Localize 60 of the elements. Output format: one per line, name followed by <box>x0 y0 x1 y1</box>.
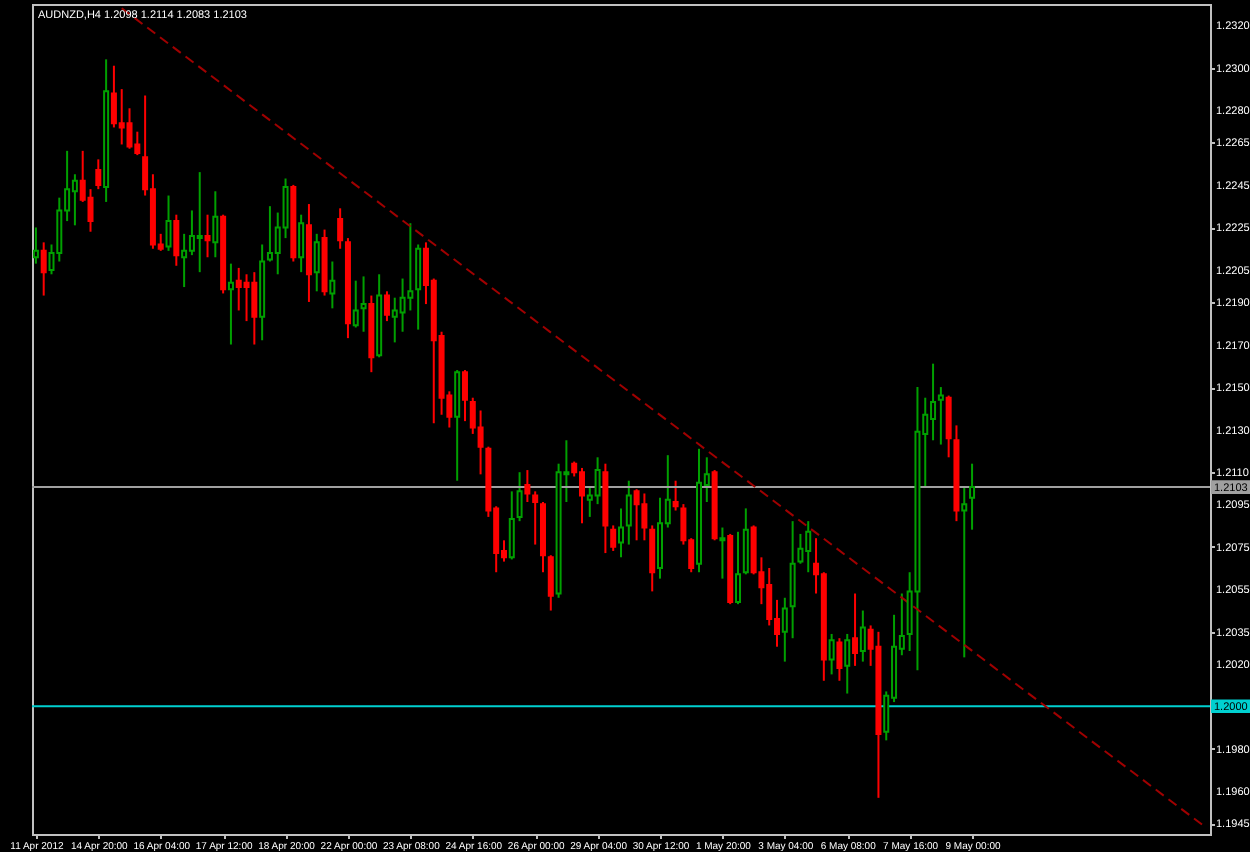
candlestick <box>126 107 133 150</box>
candlestick <box>212 190 219 259</box>
candlestick <box>95 158 102 191</box>
candlestick <box>235 266 242 312</box>
candlestick <box>415 243 422 331</box>
candlestick <box>360 275 367 333</box>
candlestick <box>508 490 515 561</box>
candlestick <box>40 241 47 297</box>
candlestick <box>181 232 188 289</box>
candlestick <box>961 486 968 659</box>
candlestick <box>828 632 835 676</box>
candlestick <box>352 279 359 329</box>
candlestick <box>391 296 398 344</box>
candlestick <box>71 173 78 227</box>
candlestick <box>969 462 976 531</box>
candlestick <box>516 471 523 523</box>
candlestick <box>735 530 742 606</box>
candlestick <box>937 386 944 446</box>
candlestick <box>383 290 390 323</box>
candlestick <box>204 213 211 259</box>
candlestick <box>649 524 656 593</box>
candlestick <box>633 488 640 542</box>
candlestick <box>789 520 796 640</box>
candlestick <box>266 205 273 263</box>
candlestick <box>196 171 203 274</box>
candlestick <box>454 369 461 482</box>
candlestick <box>110 64 117 129</box>
candlestick <box>859 609 866 663</box>
candlestick <box>243 273 250 323</box>
candlestick <box>594 456 601 506</box>
candlestick <box>657 496 664 580</box>
candlestick <box>337 207 344 250</box>
candlestick <box>173 213 180 267</box>
candlestick <box>766 566 773 627</box>
candlestick <box>836 637 843 682</box>
candlestick <box>165 194 172 252</box>
candlestick <box>524 469 531 503</box>
candlestick <box>251 271 258 346</box>
candlestick <box>641 492 648 542</box>
candlestick <box>610 524 617 552</box>
candlestick <box>625 479 632 546</box>
candlestick <box>547 554 554 612</box>
candlestick <box>618 507 624 559</box>
candlestick <box>313 232 320 293</box>
candlestick <box>719 526 726 580</box>
candlestick <box>118 88 125 146</box>
candlestick <box>844 632 851 695</box>
candlestick <box>87 188 94 233</box>
candlestick <box>227 262 234 346</box>
candlestick <box>852 592 859 667</box>
candlestick <box>532 490 539 546</box>
candlestick <box>742 507 749 576</box>
candlestick <box>461 369 468 423</box>
candlestick <box>188 209 195 257</box>
candlestick <box>298 213 305 274</box>
candlestick <box>329 260 336 310</box>
candlestick <box>781 596 788 663</box>
candlestick <box>805 520 812 574</box>
candlestick <box>578 466 585 525</box>
candlestick <box>930 362 937 442</box>
